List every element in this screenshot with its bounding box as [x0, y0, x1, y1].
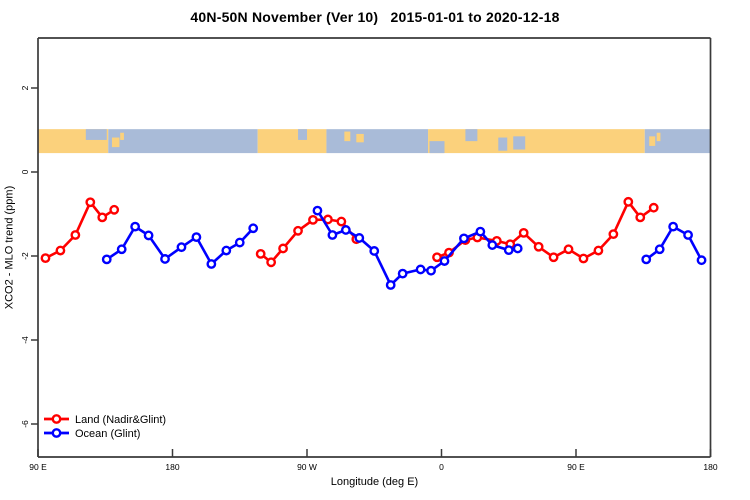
land-data-point — [563, 244, 574, 255]
map-strip-land-patch — [649, 136, 656, 146]
land-data-point — [278, 243, 288, 254]
ocean-data-point — [206, 259, 217, 269]
y-axis-ticks: 2 0 -2 -4 -6 — [20, 85, 38, 428]
land-data-point — [548, 252, 559, 263]
ocean-data-point — [369, 246, 380, 256]
land-data-point — [578, 253, 589, 264]
map-strip-land-segment — [257, 129, 327, 154]
ocean-data-point — [327, 230, 338, 240]
x-tick-label: 90 E — [567, 462, 585, 472]
x-axis-label: Longitude (deg E) — [330, 476, 419, 488]
ocean-data-point — [160, 254, 170, 264]
ocean-data-point — [426, 265, 436, 276]
x-tick-label: 0 — [439, 462, 444, 472]
map-strip-ocean-patch — [85, 129, 107, 140]
ocean-data-point — [234, 237, 245, 248]
ocean-data-point — [354, 233, 365, 243]
map-strip-ocean-segment — [644, 129, 711, 154]
ocean-data-point — [340, 225, 351, 235]
legend-label: Ocean (Glint) — [75, 428, 140, 440]
x-tick-label: 180 — [703, 462, 717, 472]
x-tick-label: 180 — [165, 462, 179, 472]
land-data-point — [533, 241, 544, 252]
ocean-data-point — [176, 242, 187, 253]
map-strip-ocean-patch — [465, 129, 478, 142]
map-strip — [38, 129, 711, 154]
land-data-point — [70, 230, 81, 240]
land-data-point — [266, 257, 277, 268]
map-strip-land-segment — [428, 129, 645, 154]
land-data-point — [608, 229, 619, 240]
ocean-data-point — [312, 205, 323, 216]
land-data-point — [109, 204, 120, 215]
ocean-data-point — [221, 245, 232, 256]
map-strip-land-patch — [111, 137, 120, 148]
land-data-point — [55, 245, 66, 256]
ocean-data-point — [683, 230, 693, 240]
ocean-series-line — [316, 209, 518, 287]
ocean-data-point — [439, 256, 450, 266]
ocean-series — [101, 205, 707, 290]
y-tick-label: 2 — [20, 85, 30, 90]
legend-marker — [51, 428, 62, 438]
ocean-data-point — [459, 233, 469, 244]
ocean-data-point — [696, 255, 707, 266]
land-data-point — [308, 214, 318, 225]
map-strip-ocean-patch — [429, 141, 445, 154]
ocean-series-line — [645, 225, 703, 261]
ocean-data-point — [248, 223, 259, 234]
ocean-data-point — [512, 243, 523, 254]
map-strip-land-patch — [344, 131, 351, 142]
chart-title: 40N-50N November (Ver 10) 2015-01-01 to … — [190, 9, 560, 25]
legend: Land (Nadir&Glint) Ocean (Glint) — [44, 414, 166, 440]
map-strip-ocean-patch — [298, 129, 307, 140]
ocean-data-point — [654, 244, 665, 255]
ocean-data-point — [385, 280, 396, 290]
land-data-point — [432, 252, 442, 263]
map-strip-ocean-patch — [498, 137, 508, 151]
land-data-point — [518, 227, 529, 238]
land-data-point — [593, 245, 604, 256]
ocean-data-point — [475, 226, 486, 237]
ocean-data-point — [130, 221, 141, 232]
land-data-point — [336, 216, 347, 227]
land-series-line — [436, 200, 655, 260]
y-tick-label: 0 — [20, 169, 30, 174]
ocean-data-point — [487, 240, 498, 250]
land-data-point — [293, 225, 303, 236]
y-tick-label: -2 — [20, 252, 30, 260]
map-strip-ocean-segment — [326, 129, 429, 154]
land-data-point — [40, 253, 51, 264]
ocean-data-point — [191, 232, 202, 243]
land-data-point — [648, 202, 659, 213]
plot-border — [37, 37, 712, 458]
x-axis-ticks: 90 E 180 90 W 0 90 E 180 — [29, 449, 718, 472]
land-data-point — [97, 212, 108, 223]
land-data-point — [623, 196, 634, 207]
y-tick-label: -4 — [20, 336, 30, 344]
ocean-data-point — [143, 230, 154, 241]
land-data-point — [635, 212, 646, 223]
land-data-point — [85, 197, 96, 208]
legend-label: Land (Nadir&Glint) — [75, 414, 166, 426]
ocean-data-point — [415, 264, 426, 275]
map-strip-land-patch — [120, 132, 124, 140]
map-strip-ocean-patch — [513, 136, 526, 150]
map-strip-land-patch — [356, 133, 364, 143]
map-strip-land-patch — [656, 132, 661, 142]
y-tick-label: -6 — [20, 420, 30, 428]
ocean-data-point — [641, 254, 652, 265]
x-tick-label: 90 W — [297, 462, 317, 472]
ocean-data-point — [503, 245, 514, 256]
ocean-data-point — [668, 221, 679, 232]
ocean-data-point — [397, 268, 408, 279]
land-data-point — [255, 248, 266, 259]
x-tick-label: 90 E — [29, 462, 47, 472]
legend-marker — [51, 414, 62, 424]
ocean-data-point — [116, 244, 127, 255]
map-strip-ocean-segment — [108, 129, 258, 154]
ocean-data-point — [101, 254, 112, 265]
